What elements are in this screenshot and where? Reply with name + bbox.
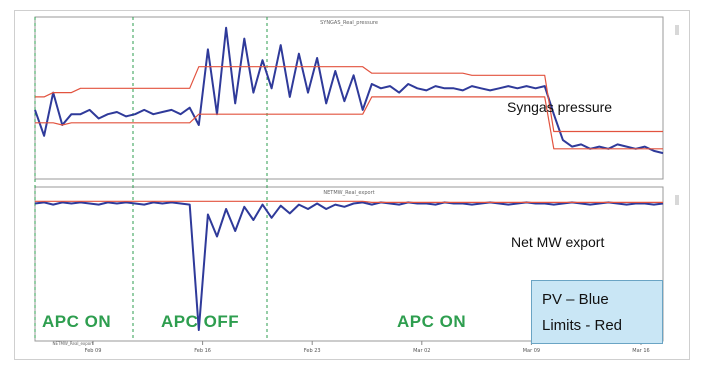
panel-2-scroll-marker [675, 195, 679, 205]
panel-1-series-upper-limit [35, 66, 663, 133]
trend-chart: SYNGAS_Real_pressure NETMW_Real_export Feb… [34, 16, 679, 354]
mode-label-apc-on-2: APC ON [397, 312, 467, 331]
chart-frame: SYNGAS_Real_pressure NETMW_Real_export Feb… [14, 10, 690, 360]
mode-label-apc-on-1: APC ON [42, 312, 112, 331]
panel-2-title-tag: NETMW_Real_export [323, 190, 374, 196]
panel-1-scroll-marker [675, 25, 679, 35]
net-mw-export-annotation: Net MW export [511, 234, 605, 250]
legend-pv: PV – Blue [542, 291, 609, 308]
panel-1-series-pv [34, 26, 664, 155]
panel-1-border [34, 16, 664, 180]
panel-2-series-upper-limit [35, 200, 663, 203]
mode-label-apc-off: APC OFF [161, 312, 240, 331]
panel-1-series-lower-limit [35, 96, 663, 150]
legend-box: PV – Blue Limits - Red [531, 280, 663, 344]
panel-2-series-pv [34, 201, 664, 331]
x-tick-label-5: Mar 09 [523, 348, 540, 354]
x-tick-label-3: Feb 23 [304, 348, 321, 354]
legend-limits: Limits - Red [542, 317, 623, 334]
x-tick-label-4: Mar 02 [413, 348, 430, 354]
syngas-pressure-annotation: Syngas pressure [507, 99, 613, 115]
x-tick-label-2: Feb 16 [194, 348, 211, 354]
panel-1-title-tag: SYNGAS_Real_pressure [320, 20, 378, 26]
bottom-tag: NETMW_Real_export [53, 341, 94, 346]
x-tick-label-6: Mar 16 [632, 348, 649, 354]
x-tick-label-1: Feb 09 [85, 348, 102, 354]
